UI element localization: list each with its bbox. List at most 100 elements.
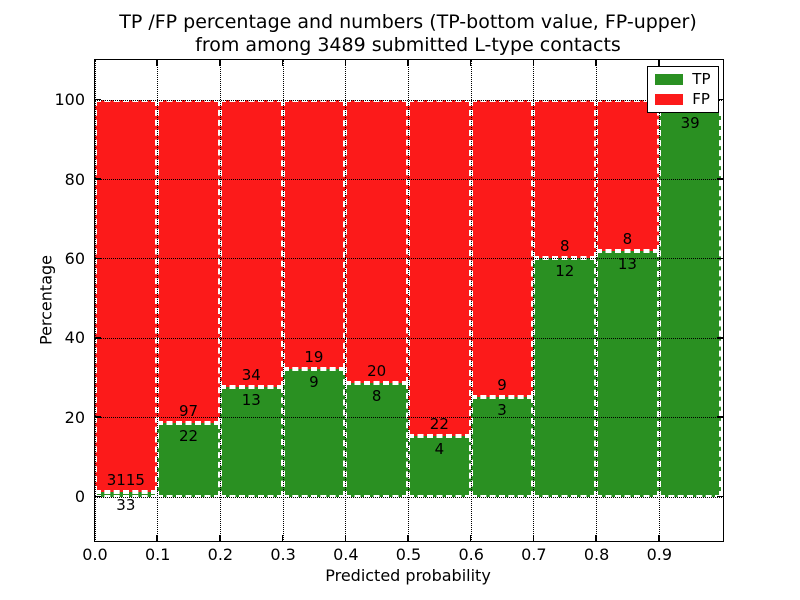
x-tick-mark <box>595 534 597 541</box>
bar-segment-fp <box>94 99 158 493</box>
x-tick-label: 0.5 <box>395 545 422 564</box>
chart-title: TP /FP percentage and numbers (TP-bottom… <box>119 11 697 57</box>
x-tick-label: 0.6 <box>458 545 484 564</box>
bar-label-fp: 20 <box>367 362 387 381</box>
y-tick-mark <box>94 257 101 260</box>
y-tick-mark <box>716 495 723 498</box>
y-tick-label: 40 <box>64 328 85 348</box>
y-tick-label: 100 <box>54 90 85 110</box>
bar-segment-fp <box>470 99 534 398</box>
bar-label-fp: 8 <box>622 229 633 248</box>
y-tick-mark <box>94 98 101 101</box>
x-tick-mark <box>93 534 96 541</box>
bar-label-fp: 97 <box>179 402 199 421</box>
y-tick-mark <box>716 178 723 180</box>
x-tick-mark <box>344 59 347 66</box>
y-tick-label: 80 <box>64 169 85 189</box>
x-tick-label: 0.9 <box>646 545 673 564</box>
plot-area: TP FP 3115339722341319920822493812813139 <box>93 58 724 542</box>
y-tick-label: 60 <box>64 248 85 268</box>
x-axis-label: Predicted probability <box>325 566 491 585</box>
y-tick-label: 0 <box>74 487 85 507</box>
grid-line-vertical <box>157 59 159 540</box>
x-tick-mark <box>156 534 158 541</box>
bar-label-tp: 22 <box>179 427 199 446</box>
x-tick-mark <box>219 534 221 541</box>
bar-label-fp: 22 <box>429 414 449 433</box>
x-tick-mark <box>407 59 409 66</box>
x-tick-label: 0.2 <box>207 545 234 564</box>
y-tick-mark <box>716 257 723 260</box>
x-tick-label: 0.0 <box>82 545 108 564</box>
x-tick-mark <box>469 534 472 541</box>
x-tick-mark <box>658 534 660 541</box>
x-tick-mark <box>595 59 597 66</box>
grid-line-vertical <box>470 59 472 540</box>
x-tick-mark <box>281 534 284 541</box>
y-tick-mark <box>716 98 723 101</box>
x-tick-mark <box>407 534 409 541</box>
tp-swatch-icon <box>655 73 684 85</box>
grid-line-vertical <box>94 59 96 540</box>
legend-label-fp: FP <box>692 89 710 108</box>
bar-label-tp: 8 <box>371 387 382 406</box>
bar-label-tp: 13 <box>617 254 637 273</box>
fp-swatch-icon <box>655 93 684 105</box>
bar-segment-tp <box>282 369 346 497</box>
x-tick-label: 0.8 <box>583 545 610 564</box>
x-tick-mark <box>658 59 660 66</box>
chart-title-line-2: from among 3489 submitted L-type contact… <box>195 34 621 56</box>
x-tick-mark <box>219 59 221 66</box>
grid-line-vertical <box>596 59 598 540</box>
x-tick-label: 0.1 <box>144 545 171 564</box>
x-tick-mark <box>344 534 347 541</box>
x-tick-mark <box>156 59 158 66</box>
x-tick-label: 0.7 <box>521 545 547 564</box>
x-tick-label: 0.4 <box>333 545 359 564</box>
grid-line-vertical <box>533 59 535 540</box>
bar-label-tp: 39 <box>680 113 700 132</box>
bar-segment-tp <box>470 397 534 497</box>
bar-segment-fp <box>345 99 408 384</box>
bar-label-fp: 8 <box>559 237 570 256</box>
legend-label-tp: TP <box>692 69 711 88</box>
bar-segment-fp <box>282 99 346 369</box>
y-tick-label: 20 <box>64 407 85 427</box>
grid-line-vertical <box>345 59 347 540</box>
x-tick-label: 0.3 <box>270 545 296 564</box>
bar-label-tp: 9 <box>309 373 319 391</box>
bar-label-tp: 13 <box>241 390 261 409</box>
x-tick-mark <box>281 59 284 66</box>
bar-segment-tp <box>533 258 597 497</box>
bar-segment-tp <box>345 383 408 497</box>
bar-label-fp: 3115 <box>106 471 145 490</box>
bar-label-tp: 3 <box>497 401 507 420</box>
chart-title-line-1: TP /FP percentage and numbers (TP-bottom… <box>119 11 697 33</box>
bar-segment-tp <box>596 250 659 497</box>
x-tick-mark <box>469 59 472 66</box>
bar-segment-tp <box>157 423 220 497</box>
bar-segment-tp <box>658 109 722 497</box>
x-tick-mark <box>532 59 535 66</box>
y-tick-mark <box>94 416 101 418</box>
grid-line-vertical <box>658 59 660 540</box>
y-tick-mark <box>94 178 101 180</box>
grid-line-vertical <box>219 59 221 540</box>
y-tick-mark <box>94 495 101 498</box>
y-tick-mark <box>94 337 101 339</box>
bar-segment-fp <box>408 99 471 436</box>
legend: TP FP <box>647 65 719 113</box>
bar-segment-fp <box>219 99 283 387</box>
bar-segment-fp <box>596 99 659 251</box>
legend-item-fp: FP <box>655 89 710 108</box>
x-tick-mark <box>532 534 535 541</box>
grid-line-vertical <box>408 59 409 540</box>
bar-label-tp: 12 <box>555 262 575 281</box>
legend-item-tp: TP <box>655 69 711 88</box>
bar-label-tp: 33 <box>116 496 136 515</box>
bar-segment-fp <box>533 99 597 259</box>
grid-line-vertical <box>282 59 284 540</box>
bar-label-fp: 19 <box>304 348 324 366</box>
y-tick-mark <box>716 416 723 418</box>
